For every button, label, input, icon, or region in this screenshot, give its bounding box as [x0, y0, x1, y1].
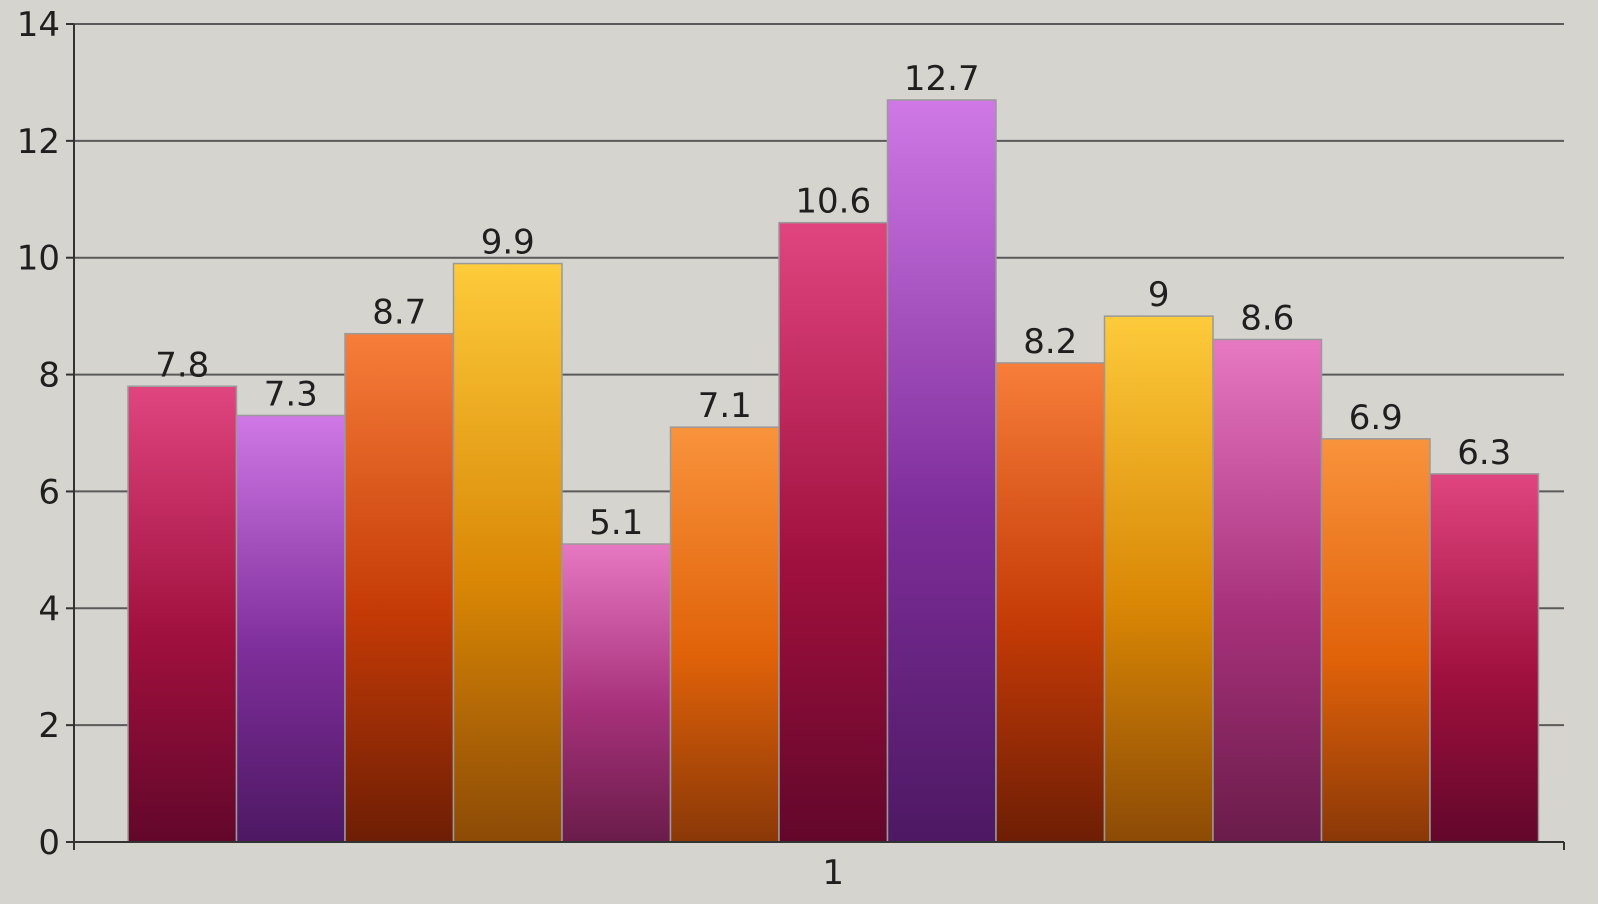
- data-label: 9: [1148, 275, 1170, 315]
- data-label: 7.8: [155, 345, 209, 385]
- y-tick-label: 12: [17, 122, 60, 162]
- y-tick-label: 14: [17, 5, 60, 45]
- y-tick-label: 6: [38, 472, 60, 512]
- bar: [344, 332, 455, 843]
- y-tick-label: 0: [38, 823, 60, 863]
- bar: [669, 426, 780, 843]
- data-label: 9.9: [481, 223, 535, 263]
- data-label: 6.3: [1457, 433, 1511, 473]
- data-label: 8.7: [372, 293, 426, 333]
- data-label: 10.6: [795, 182, 871, 222]
- bar: [1212, 338, 1323, 843]
- y-tick-label: 2: [38, 706, 60, 746]
- y-tick-label: 10: [17, 239, 60, 279]
- bar: [561, 543, 672, 843]
- bar: [1320, 438, 1431, 843]
- bar: [127, 385, 238, 843]
- bar: [778, 221, 889, 843]
- y-tick-label: 4: [38, 589, 60, 629]
- data-label: 6.9: [1349, 398, 1403, 438]
- bars: [127, 99, 1540, 843]
- bar: [452, 262, 563, 843]
- data-label: 8.2: [1023, 322, 1077, 362]
- axes: 0 2 4 6 8 10 12 14 1: [17, 5, 1565, 893]
- bar: [235, 414, 346, 843]
- y-tick-label: 8: [38, 356, 60, 396]
- bar: [886, 99, 997, 843]
- data-label: 7.3: [264, 374, 318, 414]
- bar: [1429, 473, 1540, 843]
- data-labels: 7.8 7.3 8.7 9.9 5.1 7.1 10.6 12.7 8.2 9 8.6 6.9 6.3: [155, 59, 1511, 543]
- x-category-label: 1: [822, 853, 844, 893]
- data-label: 12.7: [904, 59, 980, 99]
- bar: [1103, 315, 1214, 843]
- bar: [995, 362, 1106, 843]
- data-label: 5.1: [589, 503, 643, 543]
- data-label: 7.1: [698, 386, 752, 426]
- data-label: 8.6: [1240, 299, 1294, 339]
